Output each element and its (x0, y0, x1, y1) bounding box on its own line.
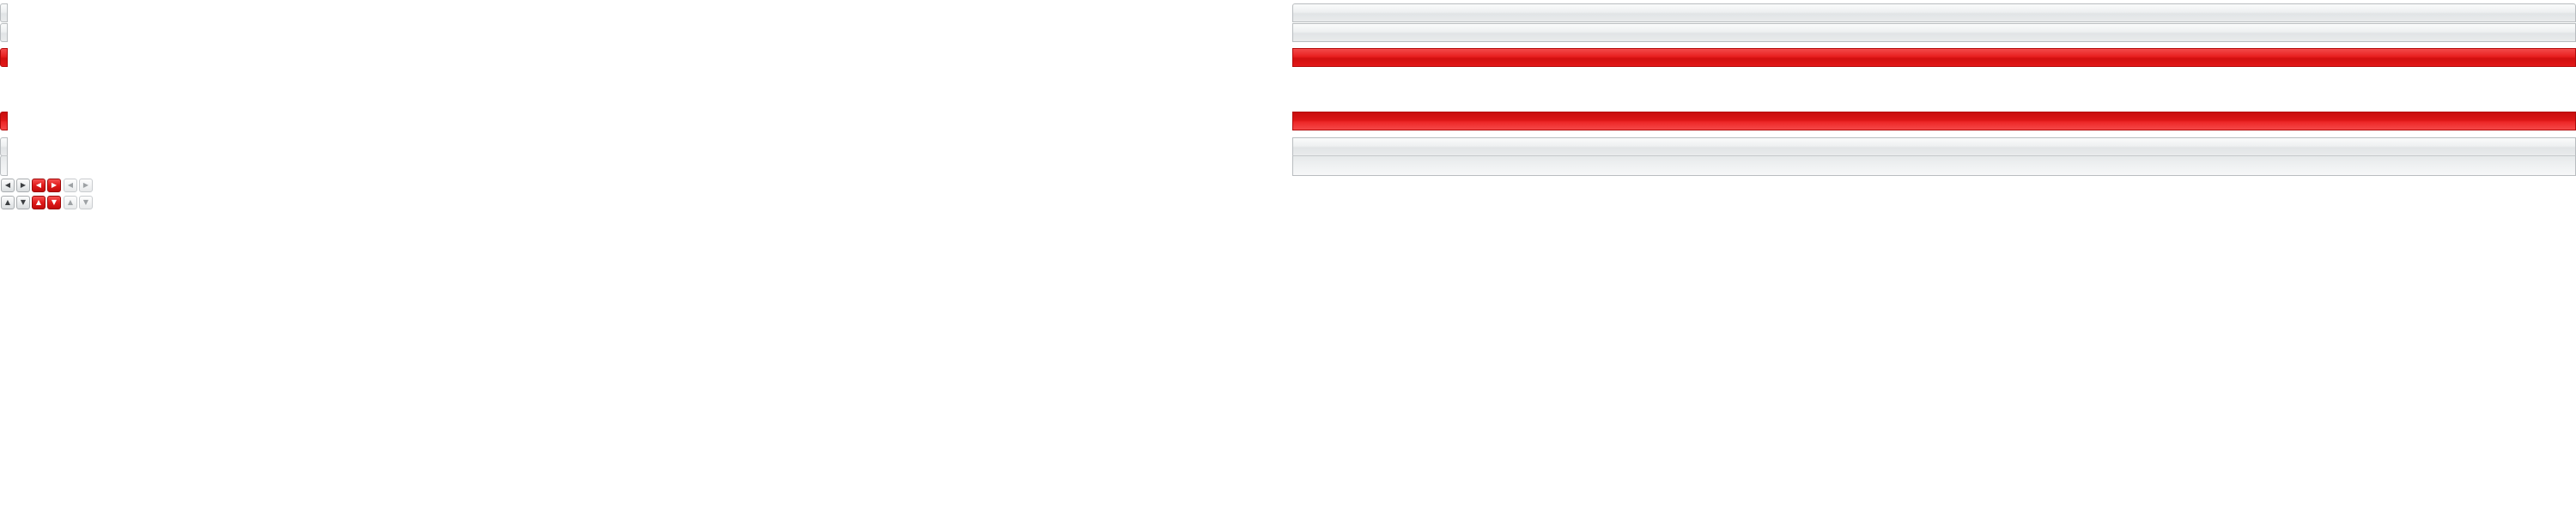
tab-left-cap-silver[interactable] (0, 23, 8, 42)
tab-bar-active[interactable] (1292, 48, 2576, 67)
tab-left-cap-silver[interactable] (0, 137, 8, 156)
scroll-right-button-disabled: ▶ (79, 179, 93, 192)
arrow-down-icon: ▼ (51, 198, 58, 206)
scroll-left-button-active[interactable]: ◀ (32, 179, 46, 192)
scroll-up-button[interactable]: ▲ (1, 196, 15, 209)
tab-bar-silver[interactable] (1292, 155, 2576, 176)
tab-bar-silver[interactable] (1292, 3, 2576, 22)
scroll-right-button-active[interactable]: ▶ (47, 179, 61, 192)
tab-left-cap-silver[interactable] (0, 155, 8, 176)
scroll-down-button[interactable]: ▼ (16, 196, 30, 209)
arrow-up-icon: ▲ (35, 198, 42, 206)
arrow-right-icon: ▶ (20, 181, 27, 189)
scroll-up-button-active[interactable]: ▲ (32, 196, 46, 209)
scroll-left-button[interactable]: ◀ (1, 179, 15, 192)
scroll-down-button-active[interactable]: ▼ (47, 196, 61, 209)
arrow-up-icon: ▲ (67, 198, 74, 206)
arrow-left-icon: ◀ (4, 181, 11, 189)
scroll-up-button-disabled: ▲ (64, 196, 77, 209)
tab-bar-silver[interactable] (1292, 23, 2576, 42)
tab-bar-active[interactable] (1292, 112, 2576, 130)
tab-left-cap-silver[interactable] (0, 3, 8, 22)
arrow-left-icon: ◀ (35, 181, 42, 189)
scroll-left-button-disabled: ◀ (64, 179, 77, 192)
tab-left-cap-active[interactable] (0, 112, 8, 130)
arrow-right-icon: ▶ (82, 181, 89, 189)
arrow-down-icon: ▼ (82, 198, 89, 206)
scroll-right-button[interactable]: ▶ (16, 179, 30, 192)
tab-bar-silver[interactable] (1292, 137, 2576, 156)
scroll-down-button-disabled: ▼ (79, 196, 93, 209)
arrow-right-icon: ▶ (51, 181, 58, 189)
arrow-left-icon: ◀ (67, 181, 74, 189)
arrow-up-icon: ▲ (4, 198, 11, 206)
arrow-down-icon: ▼ (20, 198, 27, 206)
tab-left-cap-active[interactable] (0, 48, 8, 67)
